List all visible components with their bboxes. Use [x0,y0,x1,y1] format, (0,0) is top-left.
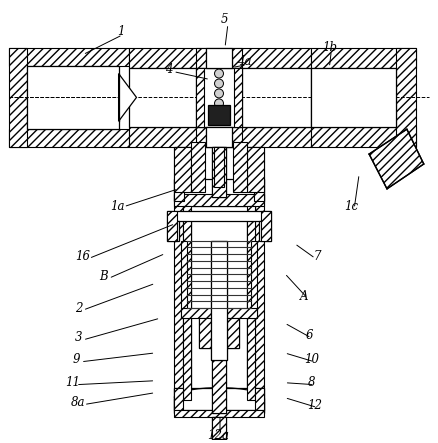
Bar [246,206,254,400]
Bar [200,147,237,184]
Text: 16: 16 [75,250,90,263]
Bar [128,48,311,68]
Bar [205,127,231,147]
Polygon shape [233,142,246,192]
Bar [212,147,226,197]
Text: 12a: 12a [207,429,229,442]
Bar [196,68,241,127]
Bar [311,48,415,68]
Text: 2: 2 [75,302,82,315]
Bar [183,206,191,400]
Bar [174,388,183,409]
Bar [128,127,311,147]
Bar [311,127,415,147]
Text: 6: 6 [305,330,312,342]
Bar [174,388,263,409]
Text: 12: 12 [306,399,321,412]
Bar [212,147,226,197]
Bar [258,221,270,241]
Bar [183,206,254,218]
Polygon shape [191,142,205,192]
Bar [27,66,118,129]
Text: 8: 8 [307,376,314,389]
Bar [311,68,395,127]
Bar [237,147,247,184]
Bar [395,48,415,147]
Bar [199,318,238,348]
Bar [174,179,184,201]
Bar [174,194,183,412]
Circle shape [214,99,223,108]
Bar [254,194,263,412]
Bar [9,48,27,147]
Bar [9,48,128,66]
Bar [212,348,226,412]
Bar [253,179,263,201]
Bar [181,241,187,318]
Bar [9,129,128,147]
Text: 7: 7 [313,250,321,263]
Text: B: B [99,270,108,283]
Bar [196,127,205,147]
Polygon shape [174,147,191,192]
Text: 8a: 8a [71,396,85,409]
Bar [260,211,270,241]
Bar [212,417,226,439]
Text: 1c: 1c [343,200,357,213]
Polygon shape [118,74,136,121]
Bar [212,417,226,439]
Bar [250,241,256,318]
Text: A: A [300,290,308,303]
Text: 4a: 4a [236,55,251,68]
Polygon shape [246,147,263,192]
Text: 1b: 1b [321,41,336,54]
Bar [231,48,241,68]
Bar [174,179,263,201]
Bar [167,221,179,241]
Polygon shape [368,129,423,189]
Text: 1a: 1a [110,200,124,213]
Polygon shape [174,147,190,184]
Bar [196,68,204,127]
Text: 1: 1 [117,25,124,38]
Bar [196,48,205,68]
Bar [174,194,263,206]
Text: 3: 3 [75,331,82,345]
Text: 11: 11 [65,376,80,389]
Circle shape [214,89,223,98]
Polygon shape [247,147,263,184]
Circle shape [214,79,223,88]
Bar [211,241,226,360]
Circle shape [214,69,223,78]
Bar [190,147,200,184]
Bar [174,398,263,412]
Bar [212,348,226,412]
Bar [231,127,241,147]
Bar [214,147,223,187]
Bar [167,211,177,241]
Bar [128,68,311,127]
Text: 10: 10 [303,354,318,366]
Bar [233,68,241,127]
Text: 5: 5 [221,13,228,27]
Bar [181,308,256,318]
Bar [254,388,263,409]
Bar [211,241,226,360]
Bar [174,409,263,417]
Text: 4: 4 [164,63,172,76]
Circle shape [214,109,223,118]
Bar [191,206,246,404]
Bar [199,318,238,348]
Bar [167,211,270,221]
Text: 9: 9 [72,354,79,366]
Bar [205,48,231,68]
Bar [208,105,230,125]
